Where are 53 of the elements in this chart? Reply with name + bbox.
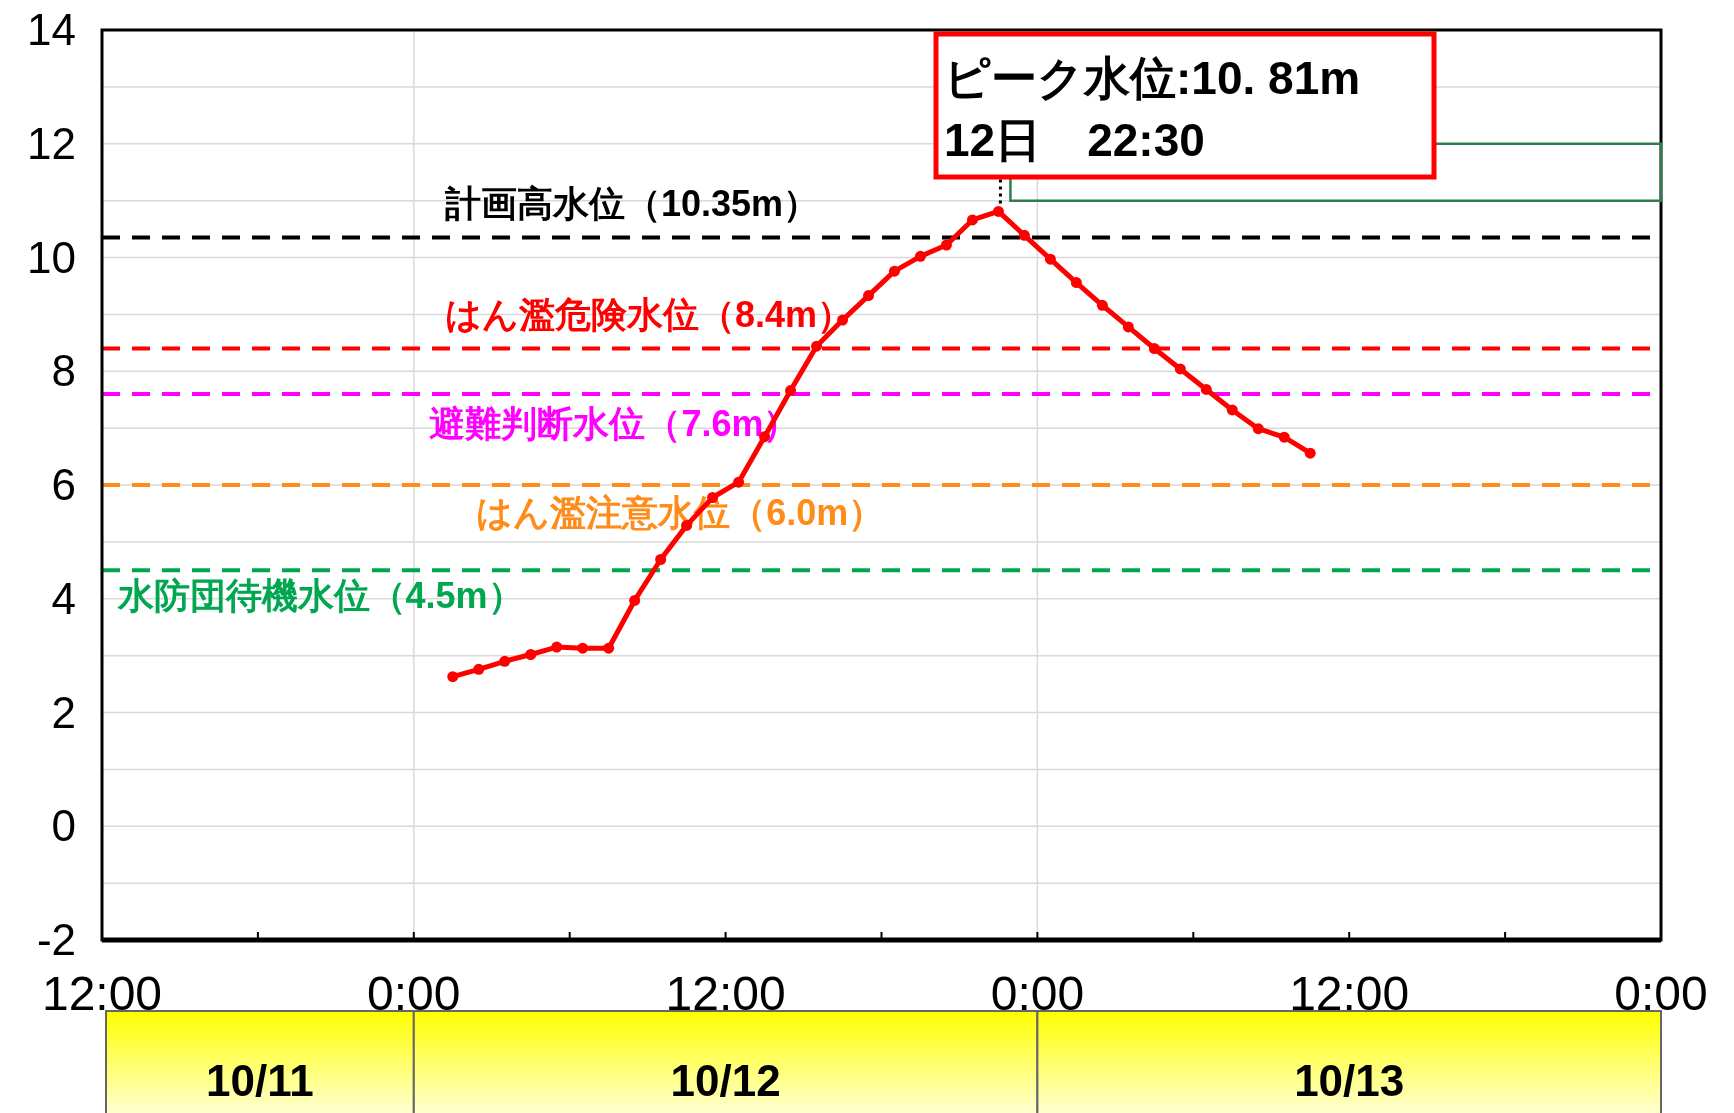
x-tick-label: 0:00 [367,967,461,1020]
point [603,642,615,654]
text: 10/12 [670,1056,781,1105]
x-tick-label: 12:00 [41,967,163,1020]
x-tick-label: 0:00 [990,967,1085,1020]
point [1174,363,1186,375]
point [1304,447,1316,459]
point [655,554,667,566]
point [551,641,563,653]
y-tick-label: -2 [36,915,76,964]
point [966,214,978,226]
ref-line-label: はん濫危険水位（8.4m） [444,293,854,335]
text: 10/13 [1294,1056,1405,1105]
point [1096,299,1108,311]
y-tick-label: 10 [27,232,76,282]
point [914,250,926,262]
point [473,663,485,675]
point [629,594,641,606]
point [888,265,900,277]
x-tick-label: 12:00 [1289,967,1410,1020]
point [1070,277,1082,289]
point [863,290,875,302]
point [811,340,823,352]
point [1018,229,1030,241]
point [733,476,745,488]
point [1122,321,1134,333]
point [1252,423,1264,435]
y-tick-label: 2 [51,687,76,737]
point [1226,404,1238,416]
point [1278,431,1290,443]
point [940,239,952,251]
point [1200,383,1212,395]
ref-line-label: 計画高水位（10.35m） [443,182,820,224]
text: 10/11 [206,1056,314,1105]
ref-line-label: 水防団待機水位（4.5m） [116,575,524,617]
y-tick-label: 8 [51,346,76,396]
point [837,314,849,326]
point [1044,253,1056,265]
x-tick-label: 0:00 [1614,967,1708,1020]
x-tick-label: 12:00 [665,967,786,1020]
point [525,648,537,660]
point [577,642,589,654]
y-tick-label: 0 [51,801,76,851]
point [1148,343,1160,354]
y-tick-label: 4 [51,573,76,623]
point [447,671,459,683]
point [499,655,511,667]
y-tick-label: 6 [51,460,76,509]
y-tick-label: 14 [27,5,76,54]
y-tick-label: 12 [27,118,76,168]
point [785,385,797,397]
annotation: ピーク水位:10. 81m 12日 22:30 [944,52,1361,166]
point [992,205,1004,217]
